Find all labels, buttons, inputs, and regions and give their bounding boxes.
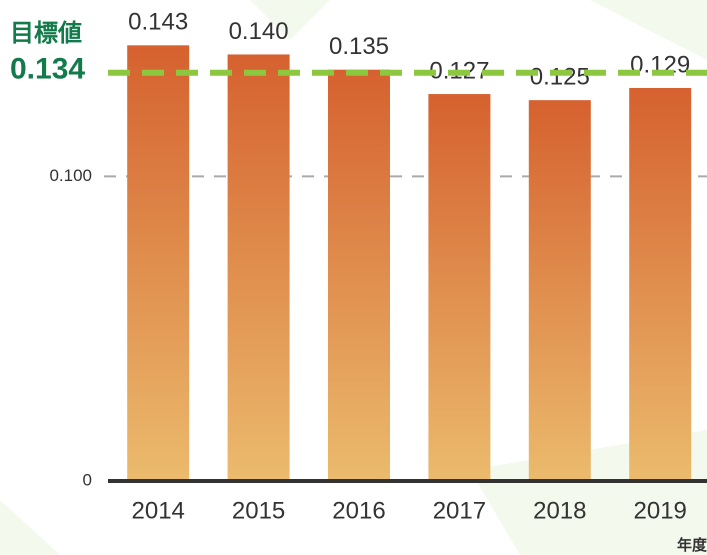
x-tick-label: 2014 (132, 497, 185, 524)
x-axis-title: 年度 (677, 536, 707, 554)
bar (528, 100, 591, 482)
x-tick-label: 2019 (634, 497, 687, 524)
value-label: 0.125 (530, 64, 590, 91)
bar (328, 69, 390, 481)
bar (227, 54, 290, 481)
value-label: 0.135 (329, 33, 389, 60)
target-value: 0.134 (10, 53, 85, 86)
x-tick-label: 2015 (232, 497, 285, 524)
y-tick-label: 0.100 (49, 166, 92, 185)
bar (629, 87, 692, 481)
x-tick-label: 2016 (332, 497, 385, 524)
value-label: 0.143 (128, 9, 188, 36)
target-label: 目標値 (10, 20, 82, 47)
x-tick-label: 2017 (433, 497, 486, 524)
bar (428, 94, 491, 481)
x-tick-label: 2018 (533, 497, 586, 524)
bar (127, 45, 190, 482)
value-label: 0.140 (229, 18, 289, 45)
y-tick-label: 0 (83, 470, 92, 489)
